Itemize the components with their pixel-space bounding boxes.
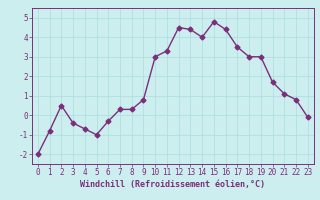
X-axis label: Windchill (Refroidissement éolien,°C): Windchill (Refroidissement éolien,°C)	[80, 180, 265, 189]
